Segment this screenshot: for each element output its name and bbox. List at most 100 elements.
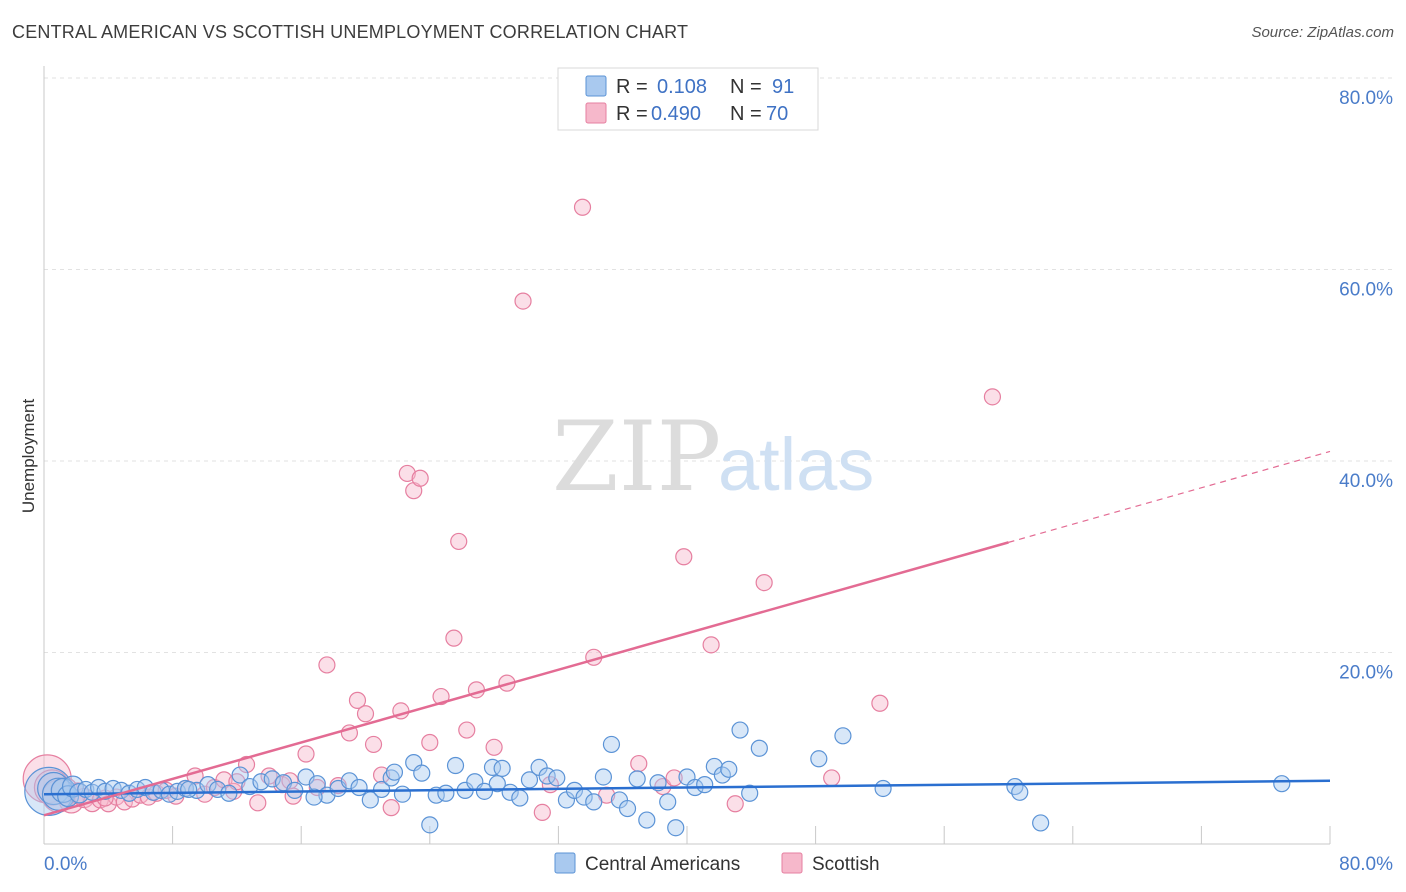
central-american-point-69	[659, 793, 677, 811]
y-tick-label-40: 40.0%	[1339, 471, 1393, 492]
scottish-point-40	[398, 464, 416, 483]
central-american-point-35	[340, 772, 359, 790]
central-american-point-45	[437, 784, 455, 802]
bottom-legend: Central Americans Scottish	[554, 852, 880, 875]
central-american-point-61	[585, 793, 603, 811]
central-american-point-85	[1032, 814, 1050, 832]
scottish-point-36	[364, 735, 383, 754]
scottish-point-65	[871, 694, 889, 712]
scottish-point-38	[382, 799, 400, 817]
central-american-point-62	[594, 768, 613, 786]
central-american-point-87	[488, 775, 506, 793]
central-american-point-90	[180, 780, 198, 799]
scottish-point-20	[196, 785, 214, 803]
central-american-point-1	[37, 771, 71, 806]
scottish-point-51	[514, 292, 532, 310]
central-american-point-89	[305, 788, 323, 806]
legend-swatch-pink	[585, 102, 607, 124]
central-american-point-26	[241, 777, 259, 796]
y-tick-label-60: 60.0%	[1339, 280, 1393, 301]
x-tick-label-min: 0.0%	[44, 854, 87, 875]
central-american-point-65	[618, 799, 637, 818]
scottish-point-29	[297, 745, 315, 763]
bottom-legend-swatch-pink	[781, 852, 803, 874]
legend-box: R = 0.108 N = 91 R = 0.490 N = 70	[557, 67, 819, 131]
scottish-trend-line	[43, 541, 1009, 817]
scottish-point-24	[237, 755, 256, 774]
bottom-legend-label-central-americans: Central Americans	[585, 854, 740, 875]
scottish-point-62	[726, 795, 744, 813]
legend-r-label-2: R =	[616, 103, 648, 125]
scottish-point-61	[702, 636, 720, 654]
central-american-point-54	[520, 771, 539, 789]
central-american-point-59	[565, 781, 584, 799]
central-american-point-25	[231, 766, 249, 784]
legend-r-value-1: 0.108	[657, 76, 707, 98]
scottish-point-54	[573, 198, 592, 216]
legend-n-value-2: 70	[766, 103, 788, 125]
central-american-point-43	[421, 816, 439, 834]
central-american-point-81	[834, 727, 852, 745]
central-american-point-63	[602, 735, 621, 754]
y-axis-label: Unemployment	[19, 399, 38, 514]
central-american-point-73	[696, 776, 714, 794]
central-american-point-27	[252, 773, 270, 791]
chart-title: CENTRAL AMERICAN VS SCOTTISH UNEMPLOYMEN…	[12, 22, 689, 42]
scottish-point-46	[450, 532, 468, 551]
central-american-point-70	[667, 819, 685, 837]
central-american-point-78	[741, 784, 759, 802]
scottish-point-60	[675, 548, 693, 566]
central-american-point-75	[713, 766, 731, 784]
scottish-point-37	[372, 766, 391, 784]
x-tick-label-max: 80.0%	[1339, 854, 1393, 875]
scottish-point-52	[533, 803, 551, 822]
source-label: Source: ZipAtlas.com	[1251, 24, 1394, 41]
legend-n-label-2: N =	[730, 103, 762, 125]
scottish-point-57	[630, 754, 648, 773]
central-american-point-80	[810, 750, 828, 768]
central-american-point-88	[385, 763, 404, 781]
central-american-point-79	[750, 739, 768, 757]
central-american-point-77	[731, 721, 749, 739]
central-american-point-82	[874, 779, 892, 798]
bottom-legend-swatch-blue	[554, 852, 576, 874]
central-american-point-51	[493, 759, 511, 777]
scottish-point-35	[356, 705, 375, 723]
central-american-point-42	[413, 764, 431, 782]
scottish-point-47	[458, 721, 476, 739]
central-american-points	[24, 721, 1291, 837]
central-american-point-76	[720, 760, 738, 778]
scottish-trend-line-extension	[1008, 450, 1331, 543]
y-tick-label-20: 20.0%	[1339, 663, 1393, 684]
scottish-point-45	[445, 629, 463, 647]
central-american-point-49	[475, 782, 494, 800]
scottish-point-59	[665, 769, 683, 787]
scottish-point-34	[348, 691, 367, 709]
gridlines	[44, 77, 1393, 653]
x-axis-ticks	[172, 826, 1331, 844]
legend-n-value-1: 91	[772, 76, 794, 98]
central-american-point-84	[1011, 783, 1029, 801]
legend-r-label-1: R =	[616, 76, 648, 98]
scottish-point-42	[411, 469, 429, 487]
watermark-atlas: atlas	[718, 423, 874, 506]
scottish-points	[22, 198, 1002, 822]
scottish-point-66	[983, 388, 1002, 406]
y-tick-labels: 20.0% 40.0% 60.0% 80.0%	[1339, 88, 1393, 684]
central-american-point-57	[548, 769, 566, 787]
scottish-point-22	[215, 771, 233, 789]
central-american-point-28	[263, 770, 281, 788]
scottish-point-67	[281, 772, 299, 790]
central-american-point-40	[393, 785, 412, 803]
legend-swatch-blue	[585, 75, 607, 97]
central-american-point-67	[638, 811, 656, 829]
trend-lines	[43, 450, 1331, 817]
central-american-point-36	[350, 778, 368, 797]
scottish-point-63	[755, 574, 773, 592]
central-american-point-46	[446, 756, 465, 775]
central-american-point-66	[628, 770, 646, 788]
central-american-point-86	[1273, 775, 1291, 793]
scottish-point-49	[485, 738, 503, 756]
scottish-point-64	[823, 769, 841, 787]
